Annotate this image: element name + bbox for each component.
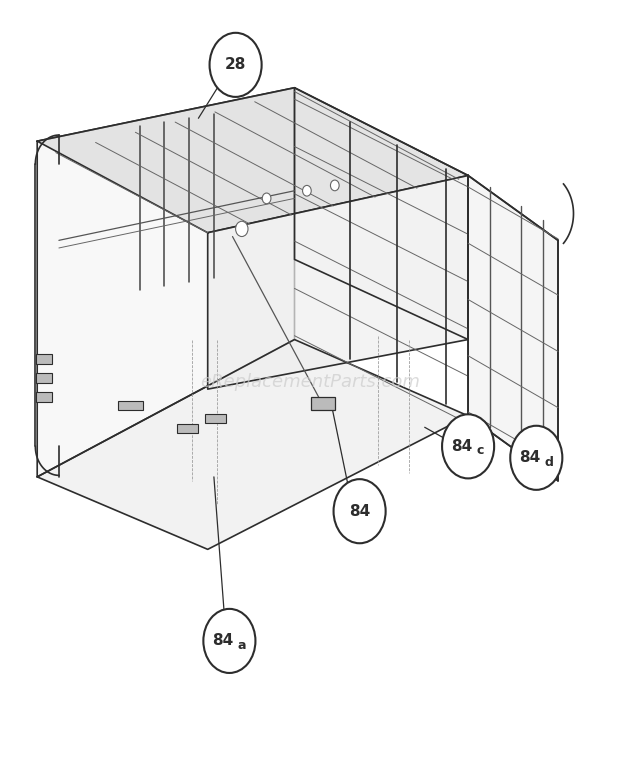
FancyBboxPatch shape (205, 414, 226, 423)
Text: a: a (237, 639, 246, 652)
Text: 84: 84 (451, 439, 472, 454)
Polygon shape (208, 175, 468, 389)
Polygon shape (37, 88, 468, 233)
Circle shape (334, 479, 386, 543)
FancyBboxPatch shape (177, 424, 198, 433)
FancyBboxPatch shape (311, 397, 335, 410)
Text: 28: 28 (225, 57, 246, 72)
Circle shape (210, 33, 262, 97)
Text: 84: 84 (349, 504, 370, 519)
FancyBboxPatch shape (118, 401, 143, 410)
Polygon shape (468, 175, 558, 481)
Polygon shape (37, 340, 468, 549)
Text: c: c (477, 444, 484, 458)
Circle shape (203, 609, 255, 673)
Text: 84: 84 (213, 633, 234, 649)
Circle shape (330, 180, 339, 191)
Text: d: d (544, 456, 553, 469)
FancyBboxPatch shape (36, 373, 52, 383)
Text: eReplacementParts.com: eReplacementParts.com (200, 372, 420, 391)
FancyBboxPatch shape (36, 354, 52, 364)
Circle shape (510, 426, 562, 490)
Circle shape (303, 185, 311, 196)
Circle shape (236, 221, 248, 237)
Polygon shape (37, 88, 294, 477)
Circle shape (262, 193, 271, 204)
Circle shape (442, 414, 494, 478)
FancyBboxPatch shape (36, 392, 52, 402)
Text: 84: 84 (520, 450, 541, 465)
Polygon shape (294, 88, 468, 340)
